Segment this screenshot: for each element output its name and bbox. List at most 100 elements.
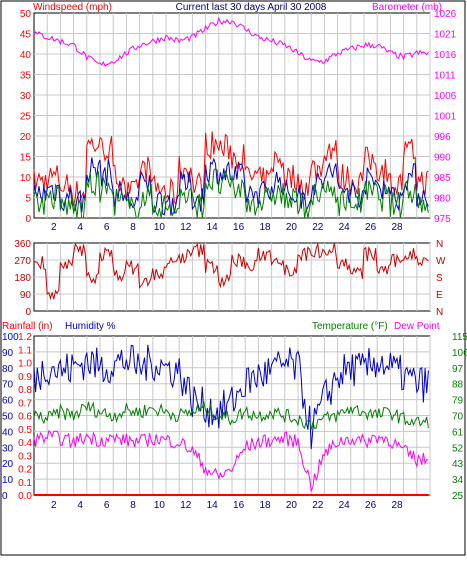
rainfall-tick-label: 0.7 xyxy=(18,398,32,409)
windspeed-tick-label: 35 xyxy=(20,71,32,82)
chart-title: Current last 30 days April 30 2008 xyxy=(176,2,327,13)
direction-tick-label: 360 xyxy=(14,239,31,250)
windspeed-tick-label: 50 xyxy=(20,9,32,20)
humidity-axis-title: Humidity % xyxy=(65,321,116,332)
windspeed-tick-label: 15 xyxy=(20,153,32,164)
temperature-tick-label: 61 xyxy=(452,427,464,438)
day-tick-label: 22 xyxy=(312,222,324,233)
day-tick-label: 22 xyxy=(312,500,324,511)
series-dew-point-line xyxy=(33,429,429,493)
barometer-tick-label: 1021 xyxy=(434,30,457,41)
humidity-tick-label: 100 xyxy=(2,332,19,343)
rainfall-tick-label: 1.1 xyxy=(18,345,32,356)
temperature-tick-label: 43 xyxy=(452,459,464,470)
temperature-tick-label: 25 xyxy=(452,491,464,502)
rainfall-axis-title: Rainfall (in) xyxy=(2,321,53,332)
temperature-tick-label: 106 xyxy=(452,348,467,359)
barometer-tick-label: 996 xyxy=(434,132,451,143)
temperature-tick-label: 88 xyxy=(452,380,464,391)
humidity-tick-label: 30 xyxy=(2,443,14,454)
barometer-tick-label: 1006 xyxy=(434,91,457,102)
day-tick-label: 4 xyxy=(77,500,83,511)
temperature-axis-title: Temperature (°F) xyxy=(312,321,388,332)
rainfall-tick-label: 0.0 xyxy=(18,491,32,502)
day-tick-label: 24 xyxy=(339,500,351,511)
compass-tick-label: N xyxy=(436,307,443,318)
day-tick-label: 6 xyxy=(104,500,110,511)
humidity-tick-label: 10 xyxy=(2,475,14,486)
compass-tick-label: E xyxy=(436,290,443,301)
day-tick-label: 6 xyxy=(104,222,110,233)
day-tick-label: 14 xyxy=(207,500,219,511)
day-tick-label: 8 xyxy=(130,222,136,233)
compass-tick-label: S xyxy=(436,273,443,284)
rainfall-tick-label: 0.9 xyxy=(18,372,32,383)
barometer-tick-label: 980 xyxy=(434,194,451,205)
humidity-tick-label: 40 xyxy=(2,427,14,438)
rainfall-tick-label: 0.3 xyxy=(18,451,32,462)
windspeed-tick-label: 40 xyxy=(20,50,32,61)
direction-tick-label: 0 xyxy=(25,307,31,318)
direction-tick-label: 90 xyxy=(20,290,32,301)
series-wind-line xyxy=(33,168,429,219)
temperature-tick-label: 52 xyxy=(452,443,464,454)
windspeed-tick-label: 45 xyxy=(20,30,32,41)
day-tick-label: 2 xyxy=(51,222,57,233)
barometer-tick-label: 1011 xyxy=(434,71,456,82)
temperature-tick-label: 97 xyxy=(452,364,464,375)
day-tick-label: 12 xyxy=(180,500,192,511)
day-tick-label: 20 xyxy=(286,500,298,511)
windspeed-axis-title: Windspeed (mph) xyxy=(33,2,112,13)
day-tick-label: 8 xyxy=(130,500,136,511)
day-tick-label: 16 xyxy=(233,500,245,511)
windspeed-tick-label: 20 xyxy=(20,132,32,143)
day-tick-label: 28 xyxy=(391,222,403,233)
rainfall-tick-label: 0.8 xyxy=(18,385,32,396)
series-humidity-line xyxy=(33,344,429,450)
day-tick-label: 24 xyxy=(339,222,351,233)
series-barometer-line xyxy=(33,16,429,67)
day-tick-label: 16 xyxy=(233,222,245,233)
barometer-tick-label: 1016 xyxy=(434,50,457,61)
windspeed-tick-label: 30 xyxy=(20,91,32,102)
day-tick-label: 10 xyxy=(154,500,166,511)
day-tick-label: 12 xyxy=(180,222,192,233)
day-tick-label: 26 xyxy=(365,500,377,511)
chart-panels: 0510152025303540455097598098599099610011… xyxy=(2,9,467,511)
humidity-tick-label: 80 xyxy=(2,364,14,375)
humidity-tick-label: 60 xyxy=(2,396,14,407)
rainfall-tick-label: 1.2 xyxy=(18,332,32,343)
dewpoint-axis-title: Dew Point xyxy=(394,321,440,332)
barometer-tick-label: 975 xyxy=(434,214,451,225)
day-tick-label: 18 xyxy=(259,500,271,511)
humidity-tick-label: 20 xyxy=(2,459,14,470)
rainfall-tick-label: 0.4 xyxy=(18,438,32,449)
series-temperature-line xyxy=(33,400,429,430)
day-tick-label: 20 xyxy=(286,222,298,233)
windspeed-tick-label: 0 xyxy=(25,214,31,225)
day-tick-label: 18 xyxy=(259,222,271,233)
temperature-tick-label: 34 xyxy=(452,475,464,486)
rainfall-tick-label: 0.1 xyxy=(18,478,32,489)
direction-tick-label: 180 xyxy=(14,273,31,284)
humidity-tick-label: 0 xyxy=(2,491,8,502)
humidity-tick-label: 50 xyxy=(2,412,14,423)
temperature-tick-label: 115 xyxy=(452,332,467,343)
direction-tick-label: 270 xyxy=(14,256,31,267)
barometer-tick-label: 1026 xyxy=(434,9,457,20)
rainfall-tick-label: 0.6 xyxy=(18,412,32,423)
day-tick-label: 28 xyxy=(391,500,403,511)
rainfall-tick-label: 0.5 xyxy=(18,425,32,436)
windspeed-tick-label: 5 xyxy=(25,194,31,205)
day-tick-label: 10 xyxy=(154,222,166,233)
temperature-tick-label: 70 xyxy=(452,412,464,423)
day-tick-label: 4 xyxy=(77,222,83,233)
series-wind-direction-line xyxy=(33,242,429,301)
humidity-tick-label: 70 xyxy=(2,380,14,391)
day-tick-label: 2 xyxy=(51,500,57,511)
windspeed-tick-label: 10 xyxy=(20,173,32,184)
compass-tick-label: N xyxy=(436,239,443,250)
humidity-tick-label: 90 xyxy=(2,348,14,359)
